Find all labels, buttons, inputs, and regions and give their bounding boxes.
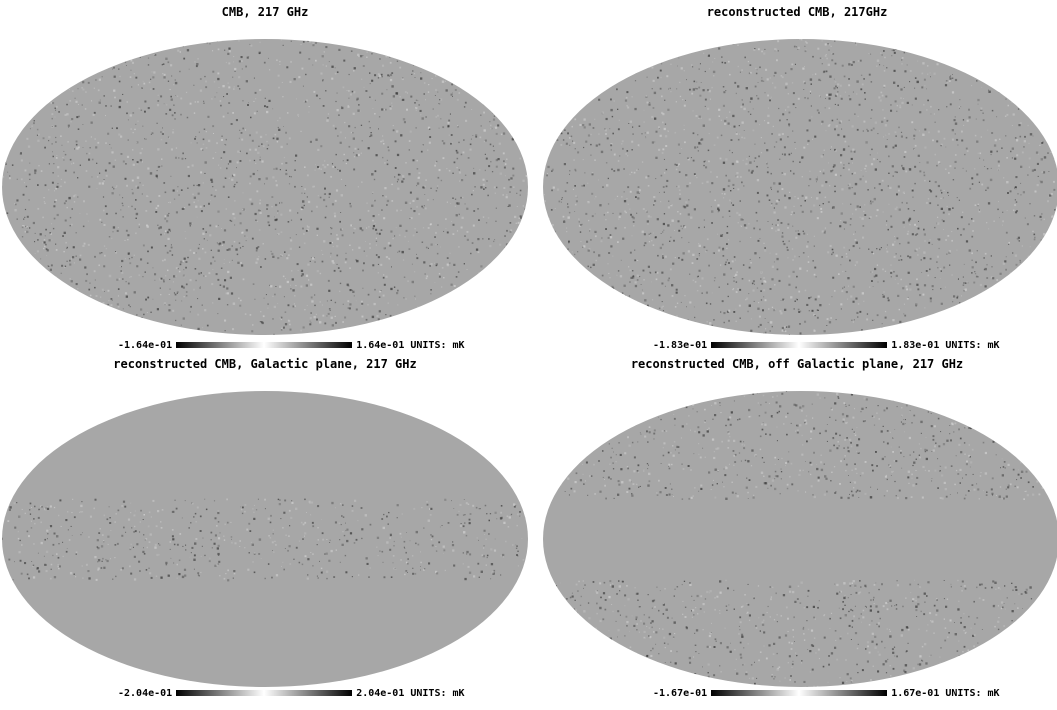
sky-ellipse	[543, 39, 1057, 335]
map-panel-galactic-plane: reconstructed CMB, Galactic plane, 217 G…	[0, 352, 530, 710]
sky-ellipse	[2, 39, 528, 335]
colorbar-gradient	[711, 342, 888, 348]
panel-title: reconstructed CMB, off Galactic plane, 2…	[630, 357, 964, 371]
mollweide-map	[2, 39, 528, 335]
colorbar-units-label: UNITS: mK	[410, 687, 465, 699]
map-panel-reconstructed: reconstructed CMB, 217GHz -1.83e-01 1.83…	[537, 0, 1057, 355]
colorbar-gradient	[176, 342, 353, 348]
colorbar-max-label: 1.83e-01	[891, 339, 940, 351]
colorbar: -1.67e-01 1.67e-01 UNITS: mK	[653, 687, 1000, 699]
colorbar-gradient	[176, 690, 353, 696]
colorbar-units-label: UNITS: mK	[945, 339, 1000, 351]
sky-ellipse	[2, 391, 528, 687]
colorbar-units-label: UNITS: mK	[945, 687, 1000, 699]
colorbar-max-label: 1.64e-01	[356, 339, 405, 351]
speckle-texture	[2, 498, 528, 582]
colorbar-min-label: -1.64e-01	[118, 339, 173, 351]
panel-title: reconstructed CMB, Galactic plane, 217 G…	[113, 357, 417, 371]
colorbar-min-label: -1.67e-01	[653, 687, 708, 699]
colorbar: -2.04e-01 2.04e-01 UNITS: mK	[118, 687, 465, 699]
panel-title: reconstructed CMB, 217GHz	[706, 5, 888, 19]
sky-ellipse	[543, 391, 1057, 687]
colorbar-min-label: -2.04e-01	[118, 687, 173, 699]
colorbar-max-label: 2.04e-01	[356, 687, 405, 699]
colorbar: -1.64e-01 1.64e-01 UNITS: mK	[118, 339, 465, 351]
mollweide-map	[2, 391, 528, 687]
map-panel-cmb: CMB, 217 GHz -1.64e-01 1.64e-01 UNITS: m…	[0, 0, 530, 355]
mollweide-map	[543, 39, 1057, 335]
panel-title: CMB, 217 GHz	[221, 5, 309, 19]
colorbar-max-label: 1.67e-01	[891, 687, 940, 699]
colorbar-units-label: UNITS: mK	[410, 339, 465, 351]
mollweide-map	[543, 391, 1057, 687]
colorbar-gradient	[711, 690, 888, 696]
colorbar-min-label: -1.83e-01	[653, 339, 708, 351]
colorbar: -1.83e-01 1.83e-01 UNITS: mK	[653, 339, 1000, 351]
map-panel-off-galactic-plane: reconstructed CMB, off Galactic plane, 2…	[537, 352, 1057, 710]
